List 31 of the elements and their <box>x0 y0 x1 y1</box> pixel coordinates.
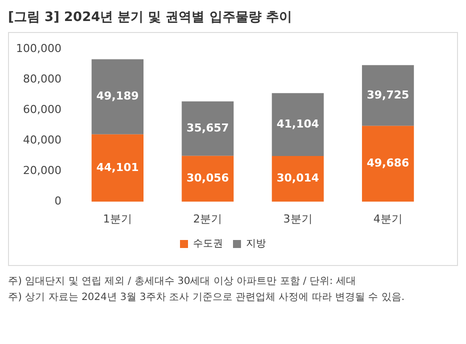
text: 주) 상기 자료는 2024년 3월 3주차 조사 기준으로 관련업체 사정에 따라 변경될 수 있음. <box>8 291 406 305</box>
data-label: 35,657 <box>186 121 229 134</box>
x-tick-label: 3분기 <box>283 212 312 226</box>
bar <box>272 93 324 156</box>
data-label: 49,189 <box>96 90 139 103</box>
bar <box>362 65 414 126</box>
x-tick-label: 2분기 <box>193 212 222 226</box>
data-label: 41,104 <box>276 117 320 130</box>
bar <box>272 156 324 202</box>
data-label: 30,056 <box>186 172 230 185</box>
y-tick-label: 20,000 <box>22 164 62 178</box>
data-label: 30,014 <box>276 172 320 185</box>
text: 주) 임대단지 및 연립 제외 / 총세대수 30세대 이상 아파트만 포함 / 단위: 세대 <box>8 275 358 289</box>
y-tick-label: 40,000 <box>22 134 62 147</box>
data-label: 39,725 <box>366 88 410 102</box>
bar <box>92 134 144 202</box>
y-tick-label: 100,000 <box>16 42 62 55</box>
bar <box>182 156 234 202</box>
y-tick-label: 60,000 <box>22 102 62 116</box>
legend-label: 지방 <box>246 238 266 250</box>
bar <box>182 101 234 156</box>
x-tick-label: 4분기 <box>373 212 402 226</box>
bar <box>362 126 414 202</box>
data-label: 44,101 <box>96 160 139 174</box>
chart-title: [그림 3] 2024년 분기 및 권역별 입주물량 추이 <box>8 9 293 26</box>
x-tick-label: 1분기 <box>103 212 132 226</box>
data-label: 49,686 <box>366 156 410 170</box>
y-tick-label: 80,000 <box>22 72 62 86</box>
legend-label: 수도권 <box>193 238 223 250</box>
y-tick-label: 0 <box>54 194 62 208</box>
bar <box>92 59 144 134</box>
